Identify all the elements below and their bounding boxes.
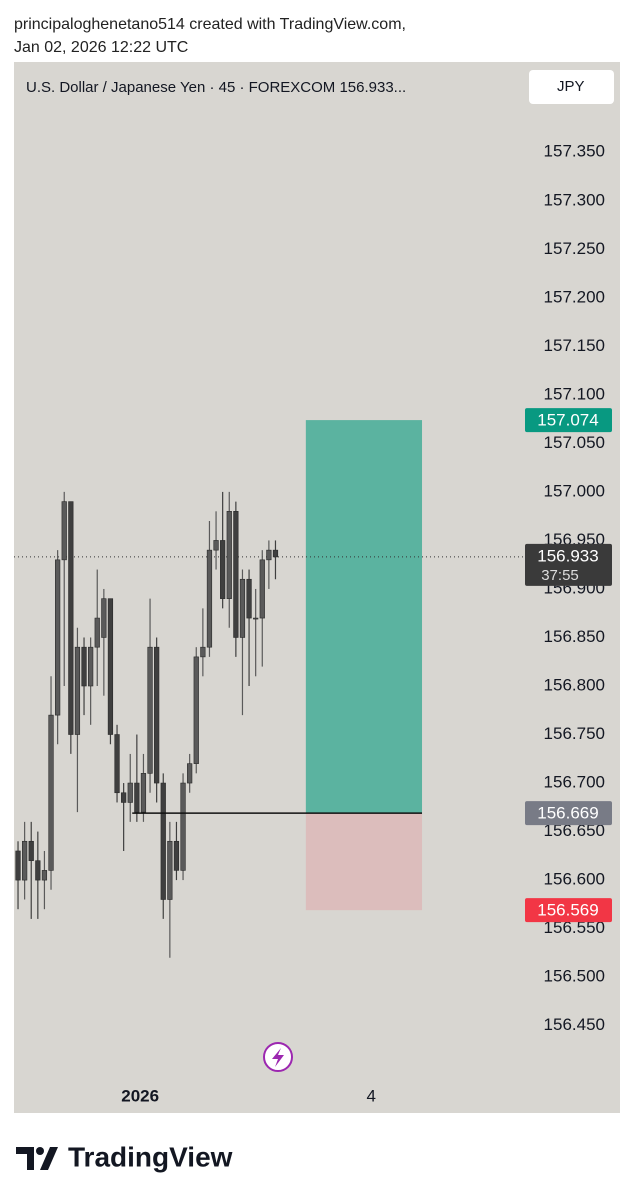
candle-body [233, 511, 239, 638]
candle-body [55, 559, 61, 716]
candle-body [180, 782, 186, 871]
target-label-box [525, 408, 612, 433]
currency-label[interactable]: JPY [557, 78, 585, 95]
y-tick-label: 157.000 [544, 481, 605, 500]
stop-zone [305, 813, 423, 911]
y-tick-label: 157.050 [544, 433, 605, 452]
y-tick-label: 157.150 [544, 336, 605, 355]
candle-body [140, 773, 147, 813]
candle-body [74, 646, 81, 735]
entry-label: 156.669 [537, 804, 598, 823]
candle-body [173, 840, 180, 871]
candle-body [35, 860, 41, 881]
candle-body [160, 782, 166, 900]
bolt [272, 1048, 284, 1067]
candle-body [81, 646, 87, 687]
candle-body [88, 646, 94, 687]
x-tick-label: 4 [366, 1086, 375, 1105]
candle-body [259, 559, 265, 619]
currency-button[interactable] [529, 70, 614, 104]
y-tick-label: 156.500 [544, 967, 605, 986]
y-tick-label: 157.100 [544, 384, 605, 403]
candle-body [107, 598, 114, 735]
y-tick-label: 156.700 [544, 773, 605, 792]
entry-label-box [525, 801, 612, 826]
candle-body [193, 656, 199, 764]
header-line: Jan 02, 2026 12:22 UTC [14, 39, 188, 56]
candle-body [246, 578, 252, 619]
logo [16, 1147, 58, 1170]
y-tick-label: 156.450 [544, 1015, 605, 1034]
y-tick-label: 157.300 [544, 190, 605, 209]
y-tick-label: 156.600 [544, 870, 605, 889]
target-label: 157.074 [537, 411, 598, 430]
y-tick-label: 156.750 [544, 724, 605, 743]
y-tick-label: 157.200 [544, 287, 605, 306]
candle-body [15, 850, 21, 881]
plot: 157.350 157.300 157.250 157.200 157.150 157.1… [14, 142, 612, 1105]
candle-body [167, 840, 173, 900]
y-tick-label: 156.550 [544, 918, 605, 937]
candle-body [154, 646, 160, 784]
x-tick-label: 2026 [121, 1086, 159, 1105]
candle-body [147, 646, 153, 774]
current-price-box [525, 543, 612, 586]
candle-body [22, 840, 28, 881]
y-tick-label: 156.650 [544, 821, 605, 840]
candle-body [134, 782, 140, 813]
chart-title: U.S. Dollar / Japanese Yen · 45 · FOREXC… [26, 79, 406, 96]
candle-body [272, 549, 279, 558]
candle-body [41, 870, 48, 881]
candle-body [114, 734, 120, 794]
stop-label-box [525, 898, 612, 923]
y-tick-label: 157.350 [544, 142, 605, 161]
candle-body [121, 792, 127, 803]
y-tick-label: 157.250 [544, 239, 605, 258]
y-tick-label: 156.850 [544, 627, 605, 646]
target-zone [305, 420, 423, 814]
candle-body [239, 578, 246, 638]
brand: TradingView [68, 1141, 233, 1172]
current-price-label: 156.933 [537, 546, 598, 565]
candle-body [127, 782, 133, 803]
stop-label: 156.569 [537, 901, 598, 920]
candle-body [253, 617, 259, 620]
candle-body [68, 501, 74, 735]
candle-body [28, 840, 34, 861]
header-line: principaloghenetano514 created with Trad… [14, 16, 406, 33]
y-tick-label: 156.800 [544, 675, 605, 694]
candle-body [213, 540, 219, 551]
candle-body [94, 617, 100, 648]
candle-body [206, 549, 213, 648]
candle-body [187, 763, 193, 784]
candle-body [101, 598, 107, 638]
countdown: 37:55 [541, 567, 579, 584]
candle-body [226, 511, 232, 599]
candle-body [48, 714, 54, 871]
candle-body [220, 540, 226, 599]
candle-body [200, 646, 206, 658]
candle-body [266, 549, 272, 561]
candle-body [61, 501, 67, 561]
